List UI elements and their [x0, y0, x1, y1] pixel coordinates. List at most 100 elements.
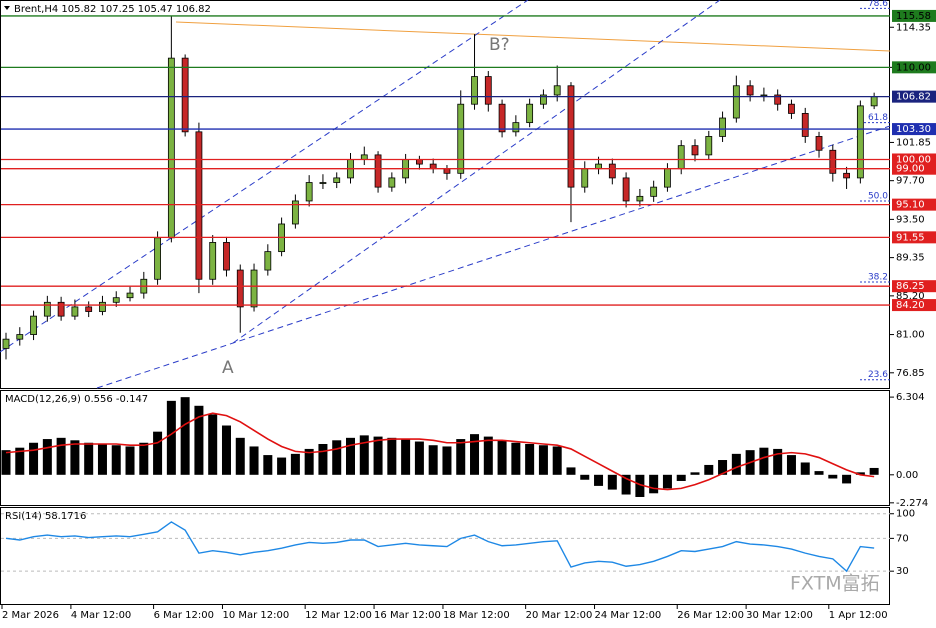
- macd-bar: [773, 448, 783, 475]
- candle-body: [801, 113, 809, 137]
- candle-body: [112, 297, 120, 303]
- fib-label: 23.6: [868, 370, 888, 380]
- y-tick-label: 76.85: [896, 368, 925, 379]
- candle-body: [691, 145, 699, 156]
- level-box: [892, 198, 936, 211]
- candle-body: [360, 154, 368, 160]
- macd-bar: [635, 474, 645, 497]
- level-box: [892, 9, 936, 22]
- channel-line: [96, 125, 891, 389]
- x-tick-label: 4 Mar 12:00: [71, 610, 131, 621]
- candle-body: [484, 76, 492, 105]
- macd-bar: [139, 442, 149, 475]
- candle-body: [870, 96, 878, 107]
- fib-label: 78.6: [868, 0, 888, 9]
- fib-label: 61.8: [868, 113, 888, 123]
- menu-arrow: [4, 6, 10, 10]
- candle-body: [677, 145, 685, 170]
- candle-body: [126, 292, 134, 299]
- candle-body: [636, 195, 644, 202]
- level-label: 84.20: [896, 300, 925, 311]
- macd-bar: [166, 400, 176, 475]
- candle-body: [540, 94, 547, 105]
- candle-body: [250, 269, 258, 308]
- level-box: [892, 61, 936, 74]
- level-box: [892, 280, 936, 293]
- macd-bar: [153, 431, 163, 475]
- watermark: FXTM富拓: [790, 573, 880, 595]
- macd-bar: [277, 457, 287, 475]
- macd-panel: [0, 390, 890, 506]
- level-label: 115.58: [896, 11, 931, 22]
- macd-bar: [497, 440, 507, 475]
- candle-body: [719, 117, 726, 137]
- y-tick-label: 70: [896, 533, 909, 544]
- level-label: 99.00: [896, 164, 925, 175]
- macd-title: MACD(12,26,9) 0.556 -0.147: [5, 394, 148, 405]
- macd-bar: [263, 455, 273, 475]
- macd-bar: [332, 440, 342, 475]
- macd-bar: [414, 441, 424, 475]
- x-tick-label: 10 Mar 12:00: [222, 610, 289, 621]
- macd-bar: [208, 414, 218, 475]
- macd-bar: [456, 439, 466, 475]
- y-tick-label: 89.35: [896, 253, 925, 264]
- macd-bar: [580, 474, 590, 480]
- candle-body: [167, 57, 175, 239]
- macd-bar: [690, 472, 700, 475]
- candle-body: [181, 57, 189, 133]
- macd-bar: [511, 442, 521, 475]
- macd-bar: [318, 443, 328, 475]
- candle-body: [815, 136, 823, 151]
- candle-body: [16, 334, 24, 340]
- macd-bar: [842, 474, 852, 484]
- candle-body: [581, 168, 589, 188]
- macd-bar: [29, 442, 39, 475]
- candle-body: [595, 163, 602, 170]
- macd-bar: [786, 455, 796, 475]
- level-box: [892, 123, 936, 136]
- candle-body: [43, 301, 51, 317]
- x-tick-label: 30 Mar 12:00: [746, 610, 813, 621]
- macd-bar: [594, 474, 604, 486]
- macd-bar: [428, 445, 438, 475]
- annotation: B?: [489, 35, 510, 55]
- level-box: [892, 90, 936, 103]
- rsi-line: [5, 521, 875, 573]
- macd-bar: [97, 443, 107, 475]
- level-label: 91.55: [896, 232, 925, 243]
- macd-bar: [125, 446, 135, 475]
- channel-line: [0, 0, 529, 353]
- candle-body: [85, 306, 93, 312]
- candle-body: [209, 242, 217, 280]
- candle-body: [415, 159, 423, 165]
- macd-bar: [621, 474, 631, 495]
- macd-bar: [704, 464, 714, 475]
- rsi-panel: [0, 507, 890, 605]
- macd-bar: [814, 471, 824, 475]
- candle-body: [760, 94, 768, 97]
- macd-bar: [525, 443, 535, 475]
- y-tick-label: -2.274: [896, 498, 928, 509]
- x-tick-label: 26 Mar 12:00: [677, 610, 744, 621]
- y-tick-label: 114.35: [896, 22, 931, 33]
- level-label: 110.00: [896, 62, 931, 73]
- y-tick-label: 97.70: [896, 176, 925, 187]
- macd-bar: [552, 446, 562, 475]
- level-box: [892, 231, 936, 244]
- candle-body: [319, 182, 327, 184]
- candle-body: [843, 172, 850, 179]
- candle-body: [57, 301, 65, 317]
- candle-body: [705, 136, 713, 156]
- chart-title: Brent,H4 105.82 107.25 105.47 106.82: [14, 4, 211, 15]
- annotation: A: [222, 358, 234, 378]
- macd-bar: [869, 467, 879, 475]
- macd-bar: [483, 436, 493, 475]
- level-box: [892, 299, 936, 312]
- macd-bar: [401, 439, 411, 475]
- rsi-title: RSI(14) 58.1716: [5, 511, 86, 522]
- level-label: 95.10: [896, 200, 925, 211]
- macd-signal: [5, 412, 875, 491]
- candle-body: [526, 103, 534, 124]
